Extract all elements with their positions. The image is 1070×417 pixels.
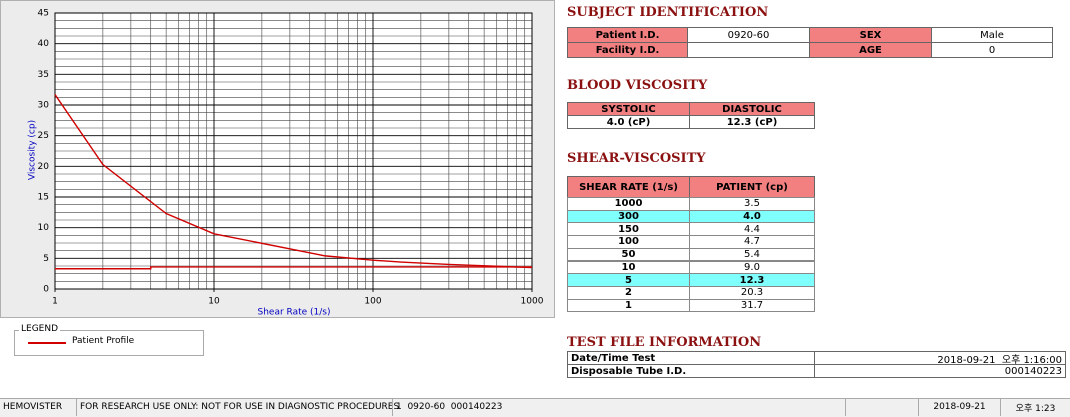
legend-label: Patient Profile xyxy=(72,336,135,346)
status-field xyxy=(845,398,918,416)
legend-swatch xyxy=(28,342,66,344)
shear-rate: 300 xyxy=(567,209,690,224)
field-label: Facility I.D. xyxy=(567,42,688,58)
section-title: BLOOD VISCOSITY xyxy=(567,78,708,93)
field-value: Male xyxy=(931,27,1053,43)
section-title: TEST FILE INFORMATION xyxy=(567,335,762,350)
shear-rate: 100 xyxy=(567,235,690,249)
viscosity-value: 4.7 xyxy=(689,235,815,249)
field-value xyxy=(687,42,810,58)
shear-rate: 5 xyxy=(567,273,690,287)
y-tick-label: 35 xyxy=(38,70,49,80)
status-field: FOR RESEARCH USE ONLY: NOT FOR USE IN DI… xyxy=(76,398,399,416)
viscosity-value: 4.0 (cP) xyxy=(567,115,690,129)
x-tick-label: 10 xyxy=(208,297,220,307)
y-tick-label: 5 xyxy=(43,254,49,264)
y-tick-label: 45 xyxy=(38,9,49,19)
shear-rate: 1000 xyxy=(567,197,690,211)
viscosity-value: 12.3 xyxy=(689,273,815,287)
x-tick-label: 100 xyxy=(364,297,381,307)
shear-rate: 1 xyxy=(567,298,690,313)
viscosity-value: 3.5 xyxy=(689,197,815,211)
viscosity-value: 20.3 xyxy=(689,285,815,300)
chart: Viscosity (cp) Shear Rate (1/s) 0 5 10 15 20… xyxy=(0,0,555,318)
field-value: 0 xyxy=(931,42,1053,58)
shear-rate: 10 xyxy=(567,260,690,275)
column-header: PATIENT (cp) xyxy=(689,176,815,198)
y-axis-label: Viscosity (cp) xyxy=(28,120,38,180)
info-value: 2018-09-21 오후 1:16:00 xyxy=(814,351,1066,365)
status-field: 1 0920-60 000140223 xyxy=(392,398,845,416)
field-label: SEX xyxy=(809,27,932,43)
data-line xyxy=(54,94,533,269)
y-tick-label: 40 xyxy=(38,39,50,49)
viscosity-value: 4.4 xyxy=(689,222,815,237)
section-title: SUBJECT IDENTIFICATION xyxy=(567,5,769,20)
field-label: AGE xyxy=(809,42,932,58)
x-tick-label: 1000 xyxy=(521,297,544,307)
viscosity-value: 12.3 (cP) xyxy=(689,115,815,129)
info-label: Disposable Tube I.D. xyxy=(567,364,815,378)
status-field: HEMOVISTER xyxy=(3,402,63,412)
viscosity-value: 5.4 xyxy=(689,247,815,262)
x-axis-label: Shear Rate (1/s) xyxy=(258,308,331,318)
viscosity-value: 9.0 xyxy=(689,260,815,275)
status-bar xyxy=(0,398,1070,417)
legend-title: LEGEND xyxy=(19,324,61,334)
shear-rate: 150 xyxy=(567,222,690,237)
y-tick-label: 10 xyxy=(38,223,50,233)
viscosity-value: 31.7 xyxy=(689,298,815,313)
column-header: DIASTOLIC xyxy=(689,102,815,116)
field-value: 0920-60 xyxy=(687,27,810,43)
status-field: 오후 1:23 xyxy=(1000,398,1070,416)
y-tick-label: 0 xyxy=(43,285,49,295)
shear-rate: 50 xyxy=(567,247,690,262)
info-label: Date/Time Test xyxy=(567,351,815,365)
info-value: 000140223 xyxy=(814,364,1066,378)
column-header: SHEAR RATE (1/s) xyxy=(567,176,690,198)
x-tick-label: 1 xyxy=(52,297,58,307)
shear-rate: 2 xyxy=(567,285,690,300)
y-tick-label: 30 xyxy=(38,101,50,111)
data-line xyxy=(55,266,532,270)
status-field: 2018-09-21 xyxy=(918,398,1000,416)
section-title: SHEAR-VISCOSITY xyxy=(567,151,706,166)
y-tick-label: 20 xyxy=(38,162,50,172)
y-tick-label: 25 xyxy=(38,131,49,141)
y-tick-label: 15 xyxy=(38,193,49,203)
viscosity-value: 4.0 xyxy=(689,209,815,224)
column-header: SYSTOLIC xyxy=(567,102,690,116)
field-label: Patient I.D. xyxy=(567,27,688,43)
